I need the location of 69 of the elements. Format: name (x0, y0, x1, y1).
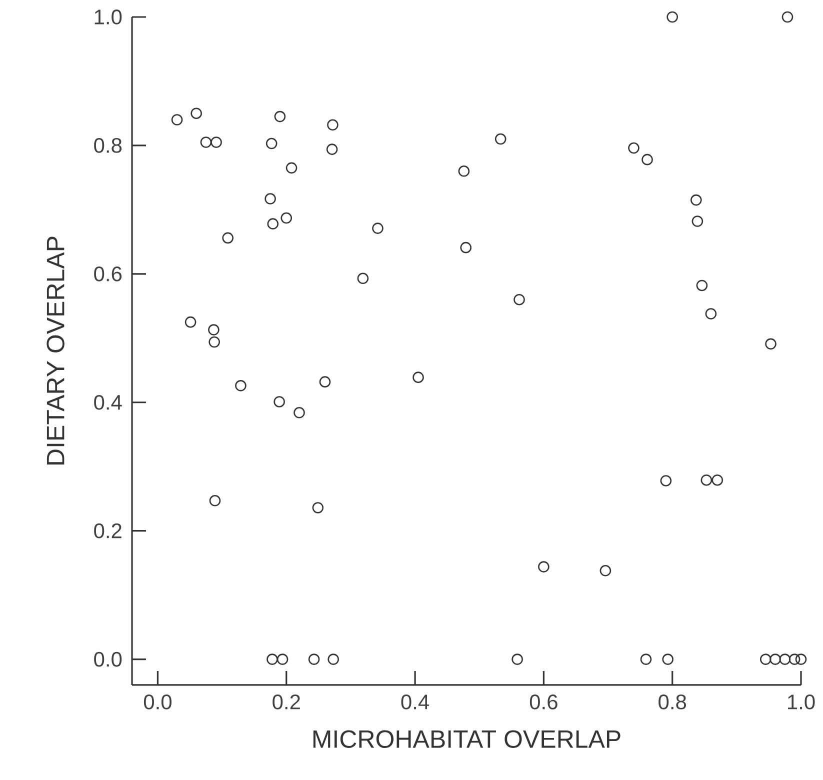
point (200, 136, 212, 148)
point (600, 565, 612, 576)
point (460, 242, 472, 254)
point (690, 194, 702, 206)
point (640, 654, 652, 665)
point (266, 138, 278, 150)
point (209, 495, 221, 506)
point (666, 11, 678, 23)
y-tick-label: 1.0 (94, 10, 122, 24)
point (782, 11, 794, 23)
point (494, 133, 506, 145)
point (274, 396, 285, 408)
y-tick-label: 0.8 (94, 138, 122, 153)
point (190, 108, 202, 119)
point (308, 654, 320, 665)
point (184, 316, 196, 328)
point (788, 654, 800, 665)
x-tick-label: 1.0 (788, 694, 815, 710)
point (412, 372, 424, 383)
point (210, 136, 222, 148)
point (692, 216, 704, 227)
x-axis-title: MICROHABITAT OVERLAP (313, 730, 620, 748)
point (660, 475, 672, 486)
point (274, 110, 286, 122)
point (779, 654, 791, 665)
point (276, 654, 288, 665)
point (628, 142, 640, 154)
point (765, 338, 776, 350)
x-tick-label: 0.6 (530, 694, 558, 710)
point (357, 272, 369, 284)
point (372, 222, 384, 234)
x-tick-label: 0.8 (658, 694, 686, 710)
point (538, 561, 550, 572)
point (712, 474, 724, 486)
point (222, 232, 234, 244)
point (696, 280, 708, 292)
point (294, 407, 305, 418)
point (700, 474, 712, 486)
point (512, 654, 523, 665)
point (705, 308, 717, 320)
y-axis-title: DIETARY OVERLAP (46, 236, 64, 464)
point (312, 502, 324, 514)
point (208, 336, 220, 348)
point (327, 119, 338, 131)
y-tick-label: 0.6 (94, 266, 122, 282)
point (770, 654, 781, 665)
point (280, 212, 292, 224)
point (642, 154, 653, 166)
point (458, 166, 470, 177)
y-tick-label: 0.2 (94, 523, 122, 538)
point (319, 376, 331, 388)
point (171, 114, 183, 126)
point (326, 144, 338, 155)
point (514, 294, 525, 306)
point (264, 193, 276, 204)
y-tick-label: 0.0 (94, 652, 122, 667)
point (266, 654, 278, 665)
point (795, 654, 807, 665)
x-tick-label: 0.2 (272, 694, 300, 710)
point (208, 324, 220, 336)
x-tick-label: 0.0 (144, 694, 172, 710)
point (760, 654, 772, 665)
point (267, 218, 279, 230)
y-tick-label: 0.4 (94, 394, 122, 410)
point (286, 162, 298, 174)
point (235, 380, 246, 392)
point (328, 654, 339, 665)
point (662, 654, 674, 665)
x-tick-label: 0.4 (401, 694, 430, 710)
